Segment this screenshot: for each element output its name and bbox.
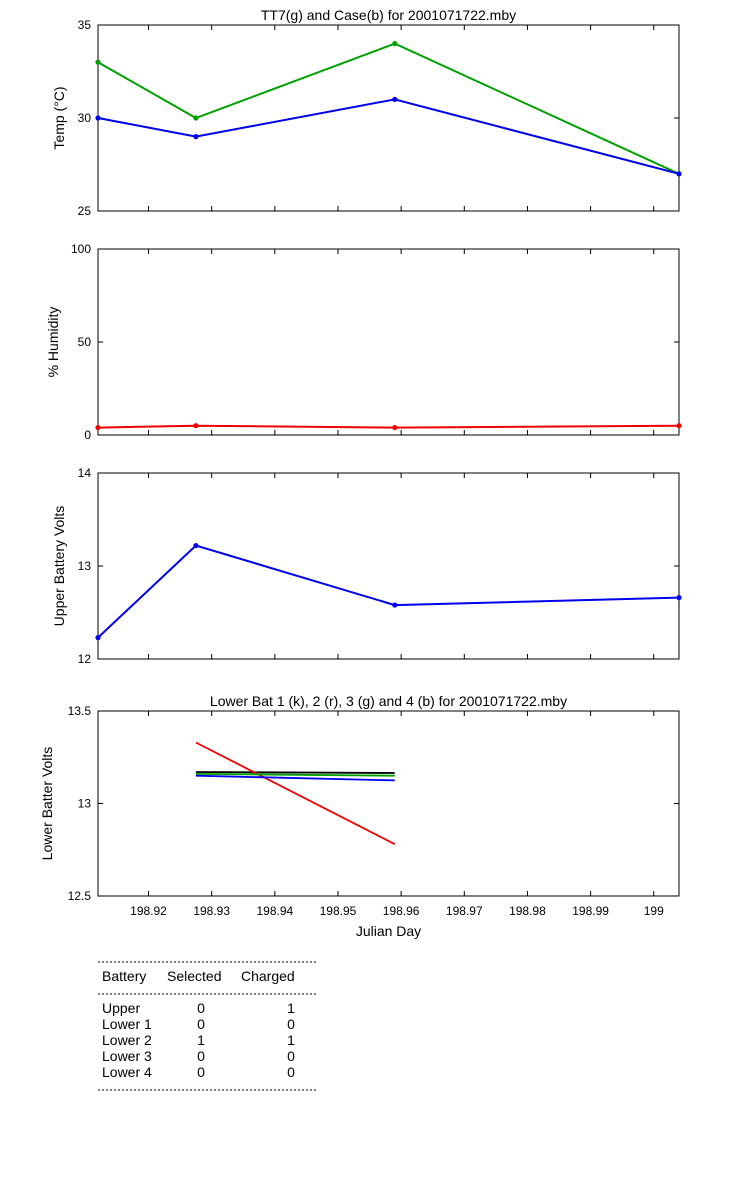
- x-tick-label: 198.94: [256, 904, 293, 918]
- y-axis-label: Lower Batter Volts: [39, 747, 55, 861]
- series-line-1: [97, 42, 680, 175]
- y-tick-label: 25: [78, 204, 92, 218]
- series-line-4: [195, 774, 395, 782]
- y-tick-label: 50: [78, 335, 92, 349]
- plot-frame: [97, 710, 680, 897]
- table-row: Lower 1 0 0: [102, 1016, 295, 1032]
- y-tick-label: 13.5: [68, 704, 92, 718]
- x-axis-label: Julian Day: [356, 923, 421, 939]
- y-axis-label: Temp (°C): [51, 86, 67, 149]
- data-point: [392, 41, 398, 47]
- plot-frame: [97, 248, 680, 436]
- data-point: [95, 115, 101, 121]
- selected-value: 1: [197, 1032, 205, 1048]
- table-header-selected: Selected: [167, 968, 221, 984]
- table-row: Lower 3 0 0: [102, 1048, 295, 1064]
- table-header-charged: Charged: [241, 968, 295, 984]
- data-point: [95, 424, 101, 431]
- charged-value: 0: [287, 1064, 295, 1080]
- charts: 25 30 35 TT7(g) and Case(b) for 2001071722.…: [39, 7, 682, 939]
- data-point: [193, 423, 199, 429]
- x-tick-label: 198.97: [446, 904, 483, 918]
- battery-name: Lower 4: [102, 1064, 152, 1080]
- y-tick-label: 12: [78, 652, 92, 666]
- series-line-1: [97, 424, 680, 429]
- chart-panel-2: 0 50 100 % Humidity: [45, 242, 682, 442]
- chart-title: Lower Bat 1 (k), 2 (r), 3 (g) and 4 (b) …: [210, 693, 567, 709]
- data-point: [676, 423, 682, 429]
- data-point: [676, 595, 682, 601]
- y-tick-label: 100: [71, 242, 91, 256]
- y-axis-label: Upper Battery Volts: [51, 506, 67, 627]
- battery-name: Lower 2: [102, 1032, 152, 1048]
- selected-value: 0: [197, 1064, 205, 1080]
- series-line-2: [97, 98, 680, 175]
- chart-panel-4: 198.92 198.93 198.94 198.95 198.96 198.97 198.…: [39, 693, 680, 939]
- y-tick-label: 14: [78, 466, 92, 480]
- y-tick-label: 0: [84, 428, 91, 442]
- plot-frame: [97, 24, 680, 212]
- series-line-3: [195, 773, 395, 777]
- x-tick-label: 198.99: [572, 904, 609, 918]
- selected-value: 0: [197, 1000, 205, 1016]
- y-axis-label: % Humidity: [45, 307, 61, 378]
- data-point: [676, 171, 682, 177]
- plot-frame: [97, 472, 680, 660]
- y-tick-label: 30: [78, 111, 92, 125]
- charged-value: 1: [287, 1000, 295, 1016]
- x-tick-label: 198.93: [193, 904, 230, 918]
- x-tick-label: 198.96: [383, 904, 420, 918]
- selected-value: 0: [197, 1048, 205, 1064]
- table-row: Upper 0 1: [102, 1000, 295, 1016]
- data-point: [193, 134, 199, 140]
- chart-panel-1: 25 30 35 TT7(g) and Case(b) for 2001071722.…: [51, 7, 682, 218]
- x-tick-label: 198.95: [320, 904, 357, 918]
- series-line-1: [97, 544, 680, 639]
- x-tick-label: 198.92: [130, 904, 167, 918]
- data-point: [193, 542, 199, 549]
- data-point: [392, 424, 398, 431]
- selected-value: 0: [197, 1016, 205, 1032]
- data-point: [95, 635, 101, 641]
- battery-name: Lower 1: [102, 1016, 152, 1032]
- table-row: Lower 2 1 1: [102, 1032, 295, 1048]
- y-tick-label: 13: [78, 797, 92, 811]
- chart-title: TT7(g) and Case(b) for 2001071722.mby: [261, 7, 516, 23]
- chart-panel-3: 12 13 14 Upper Battery Volts: [51, 466, 682, 666]
- data-point: [193, 115, 199, 121]
- charged-value: 1: [287, 1032, 295, 1048]
- y-tick-label: 35: [78, 18, 92, 32]
- table-row: Lower 4 0 0: [102, 1064, 295, 1080]
- x-tick-label: 198.98: [509, 904, 546, 918]
- table-header-battery: Battery: [102, 968, 146, 984]
- x-tick-label: 199: [644, 904, 664, 918]
- data-point: [392, 602, 398, 608]
- charged-value: 0: [287, 1016, 295, 1032]
- data-point: [95, 59, 101, 65]
- data-point: [392, 96, 398, 102]
- y-tick-label: 12.5: [68, 889, 92, 903]
- battery-name: Upper: [102, 1000, 140, 1016]
- charged-value: 0: [287, 1048, 295, 1064]
- battery-name: Lower 3: [102, 1048, 152, 1064]
- series-line-2: [195, 741, 396, 846]
- series-line-1: [195, 771, 395, 774]
- y-tick-label: 13: [78, 559, 92, 573]
